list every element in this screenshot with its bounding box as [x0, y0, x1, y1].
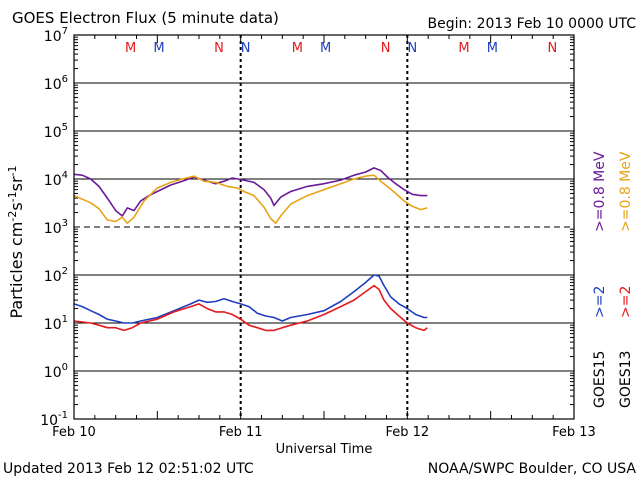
noon-midnight-marker: N — [407, 41, 417, 56]
noon-midnight-marker: N — [241, 41, 251, 56]
y-axis-label: Particles cm-2s-1sr-1 — [6, 165, 26, 318]
y-tick-exponent: 4 — [62, 170, 68, 181]
y-tick-label: 101 — [44, 314, 68, 333]
x-tick-label: Feb 10 — [52, 425, 96, 440]
y-tick-base: 10 — [44, 317, 62, 333]
y-tick-exponent: 6 — [62, 74, 68, 85]
y-axis-label-part: Particles cm — [7, 222, 26, 319]
y-axis-label-sup: -1 — [6, 165, 19, 176]
y-tick-label: 106 — [44, 74, 68, 93]
series-line-4 — [73, 284, 428, 332]
y-tick-label: 104 — [44, 170, 68, 189]
noon-midnight-marker: M — [320, 41, 331, 56]
noon-midnight-marker: M — [458, 41, 469, 56]
plot-frame — [73, 34, 575, 420]
noon-midnight-marker: M — [153, 41, 164, 56]
y-tick-exponent: 1 — [62, 314, 68, 325]
legend: >=0.8 MeV >=0.8 MeV >=2 >=2 GOES15 GOES1… — [592, 151, 634, 408]
legend-item-goes13: GOES13 — [618, 351, 634, 408]
y-tick-exponent: -1 — [58, 410, 68, 421]
noon-midnight-marker: N — [547, 41, 557, 56]
y-tick-label: 107 — [44, 26, 68, 45]
y-tick-base: 10 — [40, 413, 58, 429]
legend-item-goes15: GOES15 — [592, 351, 608, 408]
y-tick-exponent: 2 — [62, 266, 68, 277]
y-tick-base: 10 — [44, 365, 62, 381]
legend-item-goes15-08mev: >=0.8 MeV — [592, 151, 608, 232]
begin-label: Begin: 2013 Feb 10 0000 UTC — [428, 16, 637, 32]
y-tick-base: 10 — [44, 125, 62, 141]
noon-midnight-marker: M — [292, 41, 303, 56]
noon-midnight-marker: M — [125, 41, 136, 56]
y-tick-base: 10 — [44, 77, 62, 93]
y-tick-base: 10 — [44, 269, 62, 285]
credit-text: NOAA/SWPC Boulder, CO USA — [428, 461, 637, 477]
y-tick-base: 10 — [44, 173, 62, 189]
legend-item-goes15-2mev: >=2 — [592, 286, 608, 318]
legend-item-goes13-08mev: >=0.8 MeV — [618, 151, 634, 232]
legend-item-goes13-2mev: >=2 — [618, 286, 634, 318]
chart-title: GOES Electron Flux (5 minute data) — [12, 9, 279, 27]
y-tick-exponent: 5 — [62, 122, 68, 133]
y-tick-exponent: 7 — [62, 26, 68, 37]
y-tick-label: 102 — [44, 266, 68, 285]
x-axis-label: Universal Time — [276, 442, 373, 457]
y-axis-label-part: sr — [7, 176, 26, 191]
y-tick-label: 105 — [44, 122, 68, 141]
x-tick-label: Feb 12 — [385, 425, 429, 440]
y-tick-label: 103 — [44, 218, 68, 237]
y-tick-base: 10 — [44, 221, 62, 237]
x-tick-label: Feb 11 — [219, 425, 263, 440]
y-tick-label: 10-1 — [40, 410, 68, 429]
y-axis-label-part: s — [7, 202, 26, 210]
x-tick-label: Feb 13 — [552, 425, 596, 440]
noon-midnight-marker: N — [214, 41, 224, 56]
y-tick-base: 10 — [44, 29, 62, 45]
y-tick-exponent: 0 — [62, 362, 68, 373]
noon-midnight-marker: N — [381, 41, 391, 56]
y-tick-label: 100 — [44, 362, 68, 381]
y-tick-exponent: 3 — [62, 218, 68, 229]
series-line-3 — [73, 274, 428, 324]
noon-midnight-marker: M — [487, 41, 498, 56]
y-axis-label-sup: -2 — [6, 211, 19, 222]
series-line-1 — [73, 167, 428, 217]
y-axis-label-sup: -1 — [6, 191, 19, 202]
updated-timestamp: Updated 2013 Feb 12 02:51:02 UTC — [3, 461, 254, 477]
series-line-2 — [73, 174, 428, 224]
